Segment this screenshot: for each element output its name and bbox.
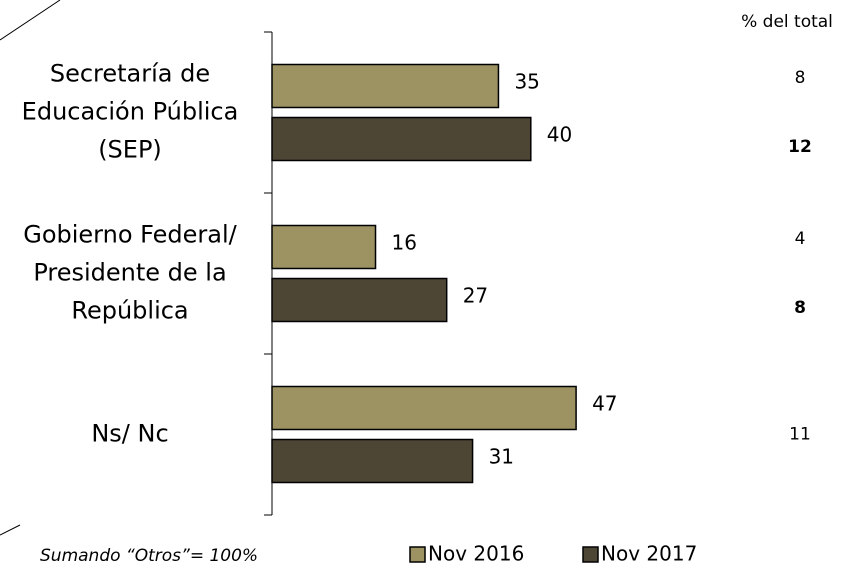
legend-swatch	[582, 546, 599, 563]
legend-label: Nov 2016	[428, 542, 524, 566]
bar	[271, 224, 377, 270]
value-label: 40	[547, 123, 572, 147]
decor-line	[0, 0, 61, 41]
label-line: Secretaría de	[50, 60, 210, 88]
label-line: Ns/ Nc	[91, 420, 168, 448]
bar	[271, 277, 448, 323]
label-line: Presidente de la	[33, 259, 226, 287]
label-line: Educación Pública	[22, 98, 239, 126]
y-tick-label: Secretaría de Educación Pública (SEP)	[22, 60, 239, 164]
share-value: 8	[794, 298, 806, 318]
y-tick-label: Gobierno Federal/Presidente de la Repúbli…	[23, 221, 237, 325]
share-value: 12	[788, 137, 812, 157]
value-label: 16	[392, 231, 417, 255]
value-label: 27	[463, 284, 488, 308]
bar	[271, 385, 577, 431]
decor-line	[0, 524, 21, 536]
label-line: (SEP)	[98, 136, 162, 164]
value-label: 31	[489, 445, 514, 469]
legend-label: Nov 2017	[601, 542, 697, 566]
value-label: 35	[514, 70, 539, 94]
bar	[271, 63, 500, 109]
legend-swatch	[409, 546, 426, 563]
footnote: Sumando “Otros”= 100%	[40, 546, 258, 566]
value-label: 47	[592, 392, 617, 416]
label-line: República	[71, 297, 188, 325]
share-header: % del total	[741, 12, 833, 32]
share-value: 8	[795, 68, 806, 88]
share-value: 11	[789, 425, 811, 445]
bar	[271, 438, 474, 484]
bar	[271, 116, 532, 162]
share-value: 4	[795, 229, 806, 249]
y-tick-label: Ns/ Nc	[91, 420, 168, 448]
label-line: Gobierno Federal/	[23, 221, 237, 249]
